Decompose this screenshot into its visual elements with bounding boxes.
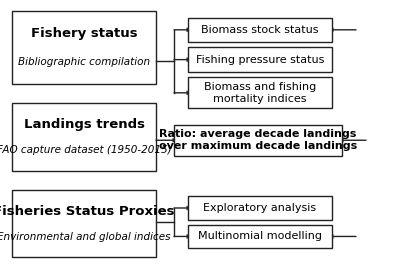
Text: Fishery status: Fishery status xyxy=(31,27,137,40)
Text: Landings trends: Landings trends xyxy=(24,118,144,131)
FancyBboxPatch shape xyxy=(188,196,332,220)
Text: Biomass and fishing
mortality indices: Biomass and fishing mortality indices xyxy=(204,82,316,104)
Text: Ratio: average decade landings
over maximum decade landings: Ratio: average decade landings over maxi… xyxy=(159,130,357,151)
Text: Bibliographic compilation: Bibliographic compilation xyxy=(18,57,150,67)
FancyBboxPatch shape xyxy=(174,125,342,156)
FancyBboxPatch shape xyxy=(188,18,332,42)
FancyBboxPatch shape xyxy=(188,47,332,72)
Text: Fishing pressure status: Fishing pressure status xyxy=(196,55,324,64)
FancyBboxPatch shape xyxy=(12,103,156,171)
Text: Biomass stock status: Biomass stock status xyxy=(201,25,319,35)
Text: Environmental and global indices: Environmental and global indices xyxy=(0,232,171,242)
FancyBboxPatch shape xyxy=(12,11,156,84)
Text: Fisheries Status Proxies: Fisheries Status Proxies xyxy=(0,205,175,218)
Text: FAO capture dataset (1950-2015): FAO capture dataset (1950-2015) xyxy=(0,146,171,155)
FancyBboxPatch shape xyxy=(188,225,332,248)
FancyBboxPatch shape xyxy=(12,190,156,257)
Text: Multinomial modelling: Multinomial modelling xyxy=(198,231,322,241)
FancyBboxPatch shape xyxy=(188,77,332,108)
Text: Exploratory analysis: Exploratory analysis xyxy=(204,203,316,213)
